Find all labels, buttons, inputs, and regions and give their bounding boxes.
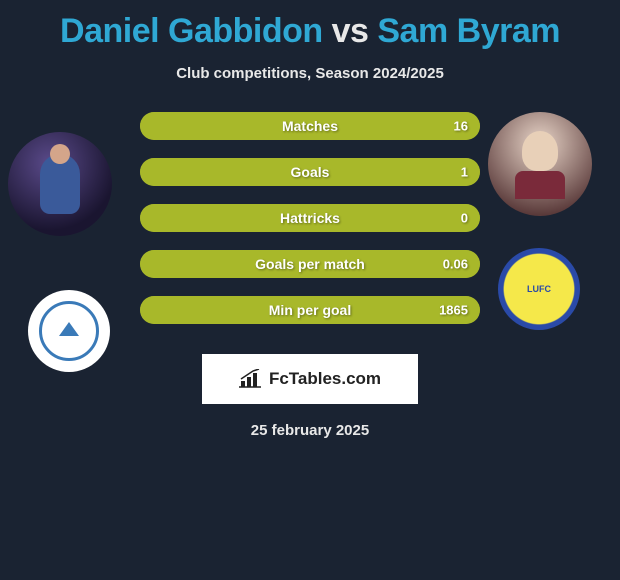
stat-row: Matches 16 (140, 112, 480, 140)
brand-box: FcTables.com (202, 354, 418, 404)
bar-chart-icon (239, 369, 263, 389)
stat-value-right: 0.06 (443, 257, 468, 272)
title: Daniel Gabbidon vs Sam Byram (0, 0, 620, 51)
stat-label: Goals (291, 164, 330, 180)
stat-value-right: 0 (461, 211, 468, 226)
stat-value-right: 16 (454, 119, 468, 134)
player-figure-icon (40, 154, 80, 214)
stat-row: Goals per match 0.06 (140, 250, 480, 278)
stat-bars: Matches 16 Goals 1 Hattricks 0 Goals per… (140, 112, 480, 324)
player1-photo (8, 132, 112, 236)
player2-photo (488, 112, 592, 216)
subtitle: Club competitions, Season 2024/2025 (0, 65, 620, 82)
leeds-badge-icon: LUFC (527, 284, 551, 294)
stat-label: Min per goal (269, 302, 351, 318)
stat-row: Min per goal 1865 (140, 296, 480, 324)
stat-label: Matches (282, 118, 338, 134)
title-player1: Daniel Gabbidon (60, 12, 323, 50)
club1-badge (28, 290, 110, 372)
stat-value-right: 1 (461, 165, 468, 180)
stat-label: Goals per match (255, 256, 365, 272)
club2-badge: LUFC (498, 248, 580, 330)
date: 25 february 2025 (0, 422, 620, 439)
title-vs: vs (332, 12, 369, 50)
stat-label: Hattricks (280, 210, 340, 226)
stat-row: Goals 1 (140, 158, 480, 186)
player-figure-icon (515, 129, 565, 199)
cardiff-badge-icon (39, 301, 99, 361)
comparison-content: LUFC Matches 16 Goals 1 Hattricks 0 (0, 112, 620, 439)
title-player2: Sam Byram (377, 12, 560, 50)
stat-row: Hattricks 0 (140, 204, 480, 232)
brand-text: FcTables.com (269, 369, 381, 389)
stat-value-right: 1865 (439, 303, 468, 318)
